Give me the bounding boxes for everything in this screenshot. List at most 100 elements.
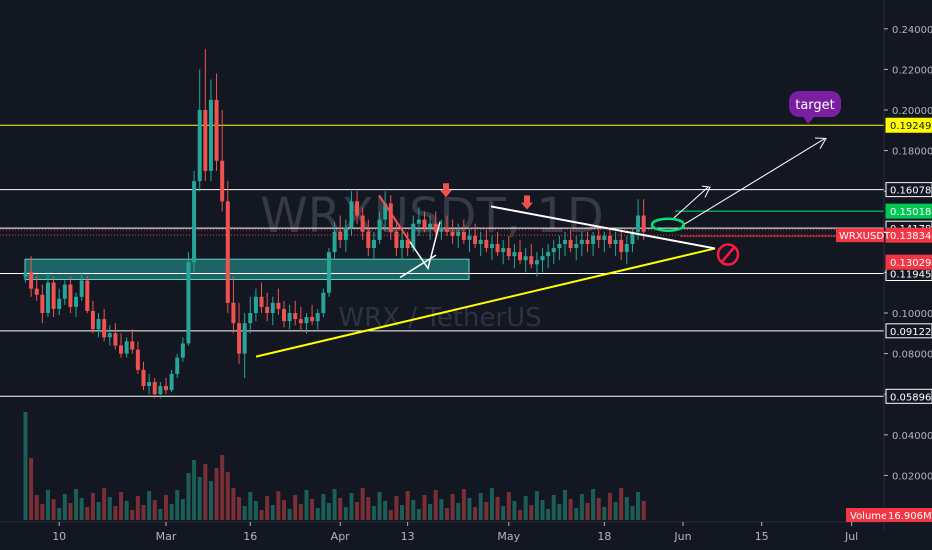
price-tag: 0.05896: [885, 388, 932, 404]
candle: [540, 248, 545, 273]
candle: [422, 211, 427, 232]
candle: [90, 300, 95, 334]
candle: [512, 243, 517, 269]
svg-text:0.16078: 0.16078: [890, 186, 931, 197]
candle: [130, 329, 135, 354]
volume-bar: [23, 412, 28, 520]
volume-bar: [495, 497, 500, 520]
candle: [343, 219, 348, 253]
x-tick-label: 13: [401, 530, 415, 543]
volume-bars: [23, 412, 646, 520]
volume-bar: [186, 473, 191, 520]
candle: [321, 288, 326, 318]
volume-bar: [585, 503, 590, 520]
volume-bar: [563, 490, 567, 520]
candle: [546, 243, 551, 269]
svg-text:0.09122: 0.09122: [890, 327, 931, 338]
candle: [405, 231, 410, 257]
volume-bar: [529, 505, 534, 520]
x-tick-label: 15: [755, 530, 769, 543]
volume-bar: [579, 494, 584, 520]
volume-bar: [551, 495, 556, 520]
volume-bar: [630, 506, 635, 520]
candle: [326, 248, 331, 297]
candle: [484, 227, 489, 253]
svg-text:0.13834: 0.13834: [890, 231, 931, 242]
x-tick-label: Jul: [844, 530, 858, 543]
volume-bar: [506, 492, 511, 520]
candle: [197, 69, 202, 192]
x-tick-label: 16: [243, 530, 257, 543]
volume-bar: [489, 488, 494, 520]
volume-bar: [248, 492, 253, 520]
candles: [23, 49, 646, 399]
candle: [242, 313, 247, 378]
candle: [135, 341, 140, 374]
volume-bar: [102, 488, 107, 520]
volume-bar: [394, 496, 399, 520]
candle: [478, 231, 483, 257]
candle: [579, 231, 584, 257]
candle: [147, 373, 152, 395]
volume-bar: [214, 468, 219, 520]
volume-bar: [602, 507, 607, 520]
candle: [40, 284, 45, 324]
candle: [214, 73, 219, 171]
volume-bar: [158, 509, 163, 520]
candle: [175, 353, 180, 378]
volume-bar: [169, 504, 174, 520]
candle: [467, 227, 472, 253]
y-tick-label: 0.20000: [892, 106, 932, 117]
volume-bar: [293, 495, 298, 520]
white-swing-line: [409, 221, 441, 271]
candle: [124, 337, 129, 358]
svg-text:WRXUSDT: WRXUSDT: [839, 231, 891, 242]
volume-bar: [501, 506, 506, 520]
volume-bar: [163, 495, 168, 520]
volume-bar: [613, 502, 618, 520]
candle: [332, 221, 337, 261]
candle: [489, 235, 494, 261]
volume-bar: [220, 455, 225, 520]
x-tick-label: Apr: [331, 530, 351, 543]
candle: [248, 296, 253, 334]
candle: [518, 239, 523, 265]
volume-bar: [512, 501, 517, 520]
volume-bar: [416, 509, 421, 520]
volume-bar: [388, 510, 393, 520]
volume-bar: [540, 500, 545, 520]
candle: [383, 191, 388, 232]
yellow-trendline[interactable]: [255, 247, 716, 358]
white-trendline[interactable]: [490, 205, 716, 250]
volume-bar: [433, 490, 438, 520]
volume-bar: [96, 502, 101, 520]
candle: [298, 306, 303, 332]
svg-text:0.11945: 0.11945: [890, 270, 931, 281]
candle: [461, 219, 466, 244]
volume-bar: [270, 505, 275, 520]
time-axis[interactable]: 10 Mar 16 Apr 13 May 18 Jun 15 Jul: [0, 521, 884, 543]
candle: [523, 248, 528, 273]
volume-bar: [85, 507, 90, 520]
candle: [282, 300, 286, 328]
volume-bar: [422, 495, 427, 520]
volume-bar: [383, 501, 388, 520]
volume-bar: [45, 490, 50, 520]
volume-bar: [444, 508, 449, 520]
volume-bar: [607, 493, 612, 520]
candle: [400, 231, 405, 261]
candle: [265, 292, 270, 322]
volume-bar: [360, 488, 365, 520]
volume-bar: [119, 492, 124, 520]
price-tag: 0.13029: [885, 254, 932, 270]
candle: [607, 227, 612, 249]
candle: [163, 377, 168, 395]
candle: [568, 227, 573, 253]
volume-bar: [557, 504, 562, 520]
y-tick-label: 0.22000: [892, 65, 932, 76]
drawings: target: [255, 91, 841, 358]
volume-bar: [636, 492, 641, 520]
candle: [439, 219, 444, 240]
